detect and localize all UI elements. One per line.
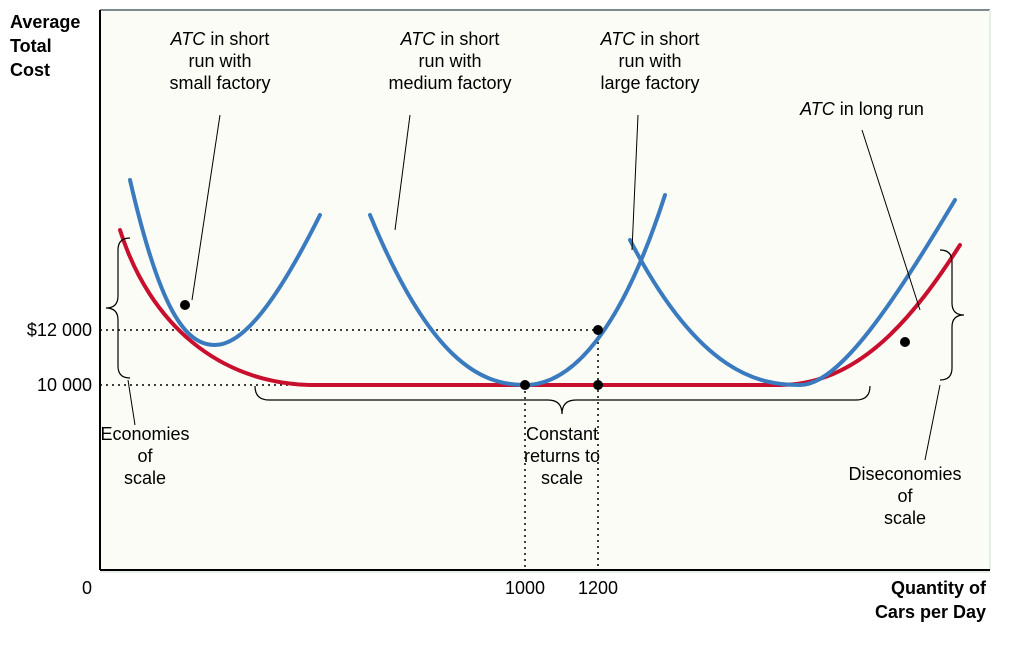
label-atc_small: ATC in short [170, 29, 270, 49]
y-axis-title: Cost [10, 60, 50, 80]
label-diseconomies: scale [884, 508, 926, 528]
y-tick: 10 000 [37, 375, 92, 395]
label-diseconomies: of [897, 486, 913, 506]
label-atc_large: large factory [600, 73, 699, 93]
atc-chart: Average Total Cost $12 000 10 000 0 1000 1200 Qu… [0, 0, 1012, 646]
data-point [593, 325, 603, 335]
label-atc_small: small factory [169, 73, 270, 93]
label-economies: Economies [100, 424, 189, 444]
data-point [180, 300, 190, 310]
x-axis-title: Quantity of [891, 578, 987, 598]
label-diseconomies: Diseconomies [848, 464, 961, 484]
label-atc_large: run with [618, 51, 681, 71]
label-economies: of [137, 446, 153, 466]
y-tick: $12 000 [27, 320, 92, 340]
label-constant: scale [541, 468, 583, 488]
label-atc_small: run with [188, 51, 251, 71]
label-atc_large: ATC in short [600, 29, 700, 49]
label-constant: returns to [524, 446, 600, 466]
label-constant: Constant [526, 424, 598, 444]
label-atc_medium: medium factory [388, 73, 511, 93]
data-point [593, 380, 603, 390]
data-point [520, 380, 530, 390]
y-axis-title: Average [10, 12, 80, 32]
x-axis-title: Cars per Day [875, 602, 986, 622]
label-economies: scale [124, 468, 166, 488]
x-tick: 1000 [505, 578, 545, 598]
label-atc_medium: ATC in short [400, 29, 500, 49]
origin-label: 0 [82, 578, 92, 598]
x-tick: 1200 [578, 578, 618, 598]
label-atc_medium: run with [418, 51, 481, 71]
y-axis-title: Total [10, 36, 52, 56]
label-atc_lr: ATC in long run [799, 99, 924, 119]
data-point [900, 337, 910, 347]
